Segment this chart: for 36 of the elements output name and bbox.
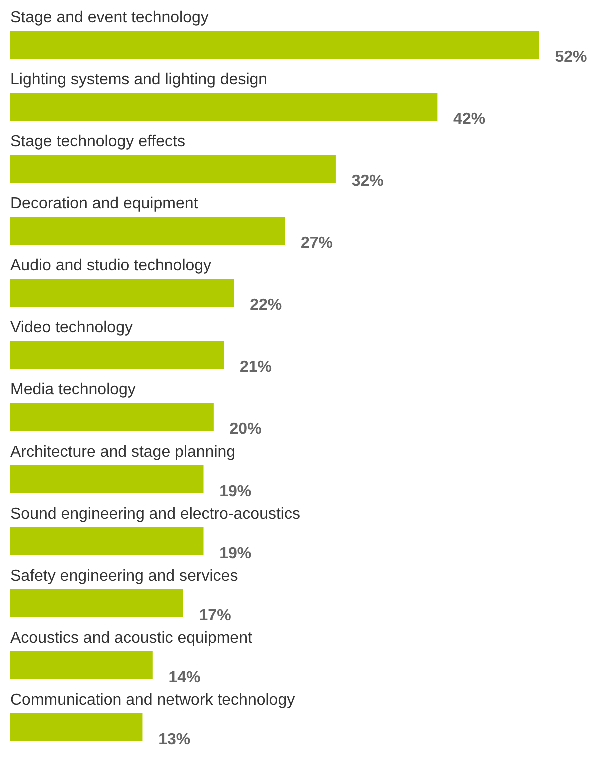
y-tick-label: Media technology	[10, 382, 136, 399]
y-tick-label: Lighting systems and lighting design	[10, 72, 268, 89]
y-tick-label: Sound engineering and electro-acoustics	[10, 506, 300, 523]
bar	[10, 465, 204, 494]
data-label: 52%	[555, 49, 588, 66]
data-label: 19%	[220, 545, 252, 562]
bar	[10, 217, 286, 246]
bar	[10, 31, 540, 60]
bar	[10, 652, 153, 680]
data-label: 27%	[300, 235, 334, 252]
bar	[10, 589, 184, 618]
bar	[10, 279, 234, 308]
y-tick-label: Decoration and equipment	[10, 196, 199, 213]
y-tick-label: Safety engineering and services	[10, 568, 238, 585]
y-tick-label: Communication and network technology	[10, 692, 296, 709]
y-tick-label: Architecture and stage planning	[10, 444, 236, 461]
y-tick-label: Acoustics and acoustic equipment	[10, 630, 253, 647]
data-label: 20%	[230, 421, 262, 438]
bar	[10, 341, 224, 370]
data-label: 14%	[168, 669, 201, 686]
bar	[10, 714, 143, 742]
data-label: 19%	[220, 483, 252, 500]
y-tick-label: Stage technology effects	[10, 134, 186, 151]
y-tick-label: Stage and event technology	[10, 10, 209, 27]
bar	[10, 403, 214, 432]
data-label: 17%	[199, 607, 232, 624]
bar	[10, 527, 204, 556]
bar	[10, 155, 336, 184]
data-label: 22%	[250, 297, 282, 314]
data-label: 32%	[352, 173, 384, 190]
bar	[10, 93, 438, 122]
data-label: 13%	[158, 731, 191, 748]
y-tick-label: Audio and studio technology	[10, 258, 212, 275]
y-tick-label: Video technology	[10, 320, 133, 337]
data-label: 21%	[240, 359, 272, 376]
data-label: 42%	[454, 111, 486, 128]
